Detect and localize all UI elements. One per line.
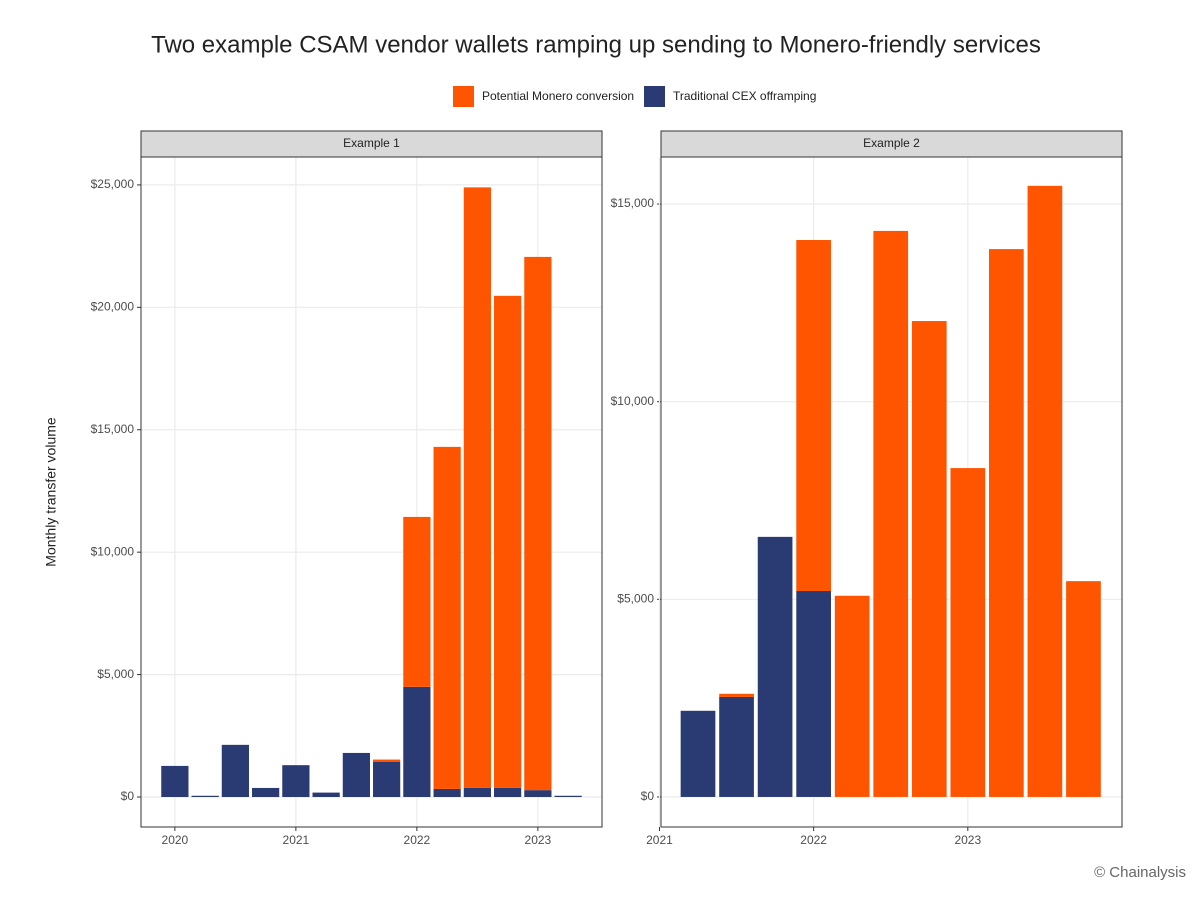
bar (796, 240, 831, 592)
y-tick-label: $0 (121, 789, 135, 803)
bar (252, 787, 280, 798)
y-tick-label: $10,000 (611, 394, 655, 408)
y-tick-label: $0 (641, 789, 655, 803)
bar (950, 468, 986, 797)
strip-title: Example 1 (343, 136, 400, 150)
legend-swatch (644, 86, 665, 107)
bar (554, 795, 582, 798)
x-tick-label: 2022 (404, 833, 431, 847)
bar (312, 792, 340, 798)
strip-title: Example 2 (863, 136, 920, 150)
bar (1027, 185, 1063, 797)
bar (834, 595, 870, 797)
bar (191, 795, 219, 798)
bar (221, 744, 249, 798)
bar (911, 321, 947, 797)
strip (140, 130, 603, 158)
bar (342, 752, 370, 798)
x-tick-label: 2023 (525, 833, 552, 847)
y-tick-label: $15,000 (611, 196, 655, 210)
legend-label: Potential Monero conversion (482, 89, 634, 103)
bar (282, 765, 310, 798)
legend-swatch (453, 86, 474, 107)
y-tick-label: $10,000 (91, 544, 135, 558)
bar (373, 759, 401, 762)
bar (524, 256, 552, 791)
bar (403, 516, 431, 687)
bar (161, 765, 189, 798)
bar (524, 790, 552, 798)
chart-title: Two example CSAM vendor wallets ramping … (151, 31, 1041, 58)
y-tick-label: $25,000 (91, 177, 135, 191)
bar (757, 536, 793, 797)
y-axis-label: Monthly transfer volume (43, 417, 59, 567)
y-tick-label: $15,000 (91, 422, 135, 436)
bar (433, 446, 461, 789)
bar (989, 249, 1024, 797)
bar (494, 295, 522, 788)
legend-label: Traditional CEX offramping (673, 89, 816, 103)
strip (660, 130, 1123, 158)
bar (433, 788, 461, 798)
bar (1066, 581, 1101, 797)
source: © Chainalysis (1094, 864, 1186, 881)
x-tick-label: 2021 (646, 833, 673, 847)
y-tick-label: $5,000 (617, 591, 654, 605)
x-tick-label: 2021 (283, 833, 310, 847)
bar (403, 686, 431, 798)
bar (373, 761, 401, 798)
bar (719, 696, 754, 797)
bar (796, 591, 831, 797)
bar (463, 787, 491, 798)
x-tick-label: 2022 (800, 833, 827, 847)
bar (680, 710, 716, 797)
bar (719, 693, 754, 697)
x-tick-label: 2023 (954, 833, 981, 847)
bar (463, 187, 491, 788)
x-tick-label: 2020 (162, 833, 189, 847)
y-tick-label: $5,000 (97, 667, 134, 681)
bar (494, 787, 522, 798)
y-tick-label: $20,000 (91, 300, 135, 314)
bar (873, 230, 909, 797)
